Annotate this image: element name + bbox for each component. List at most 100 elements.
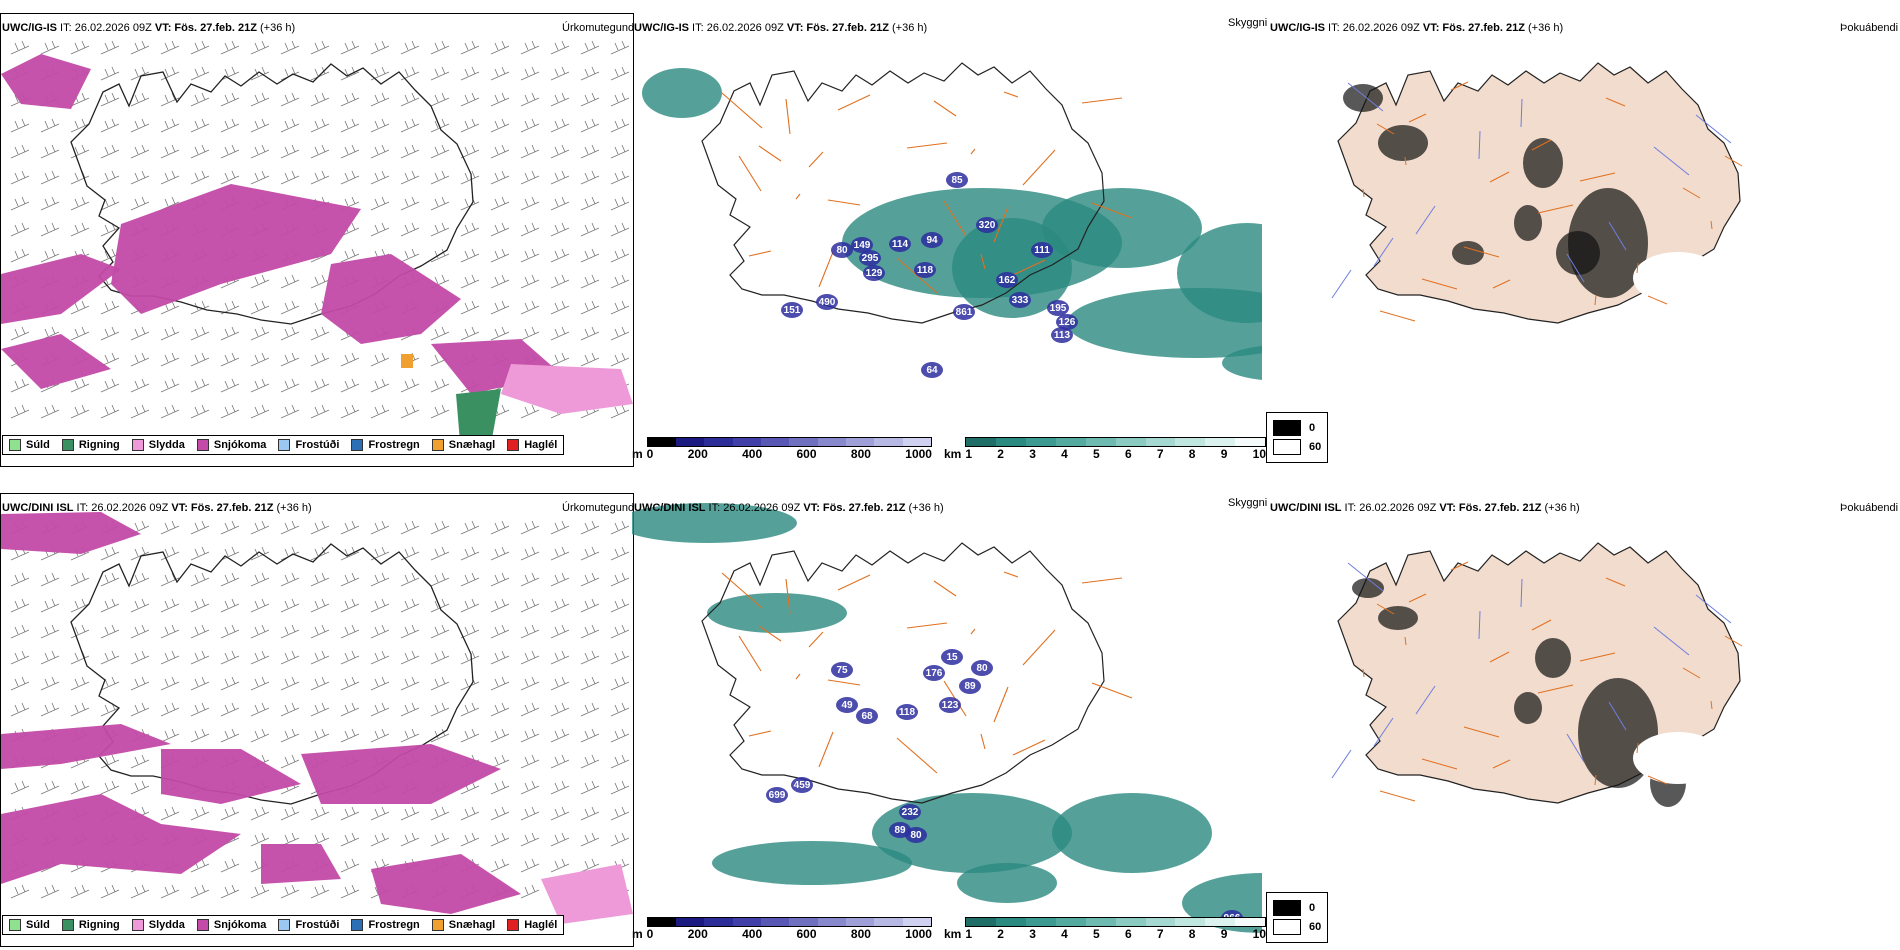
wind-barb [430,598,450,613]
wind-barb [400,650,420,665]
wind-barb [100,754,120,769]
scale-tick: 1000 [905,447,932,461]
road-line [738,635,762,672]
wind-barb [40,676,60,691]
wind-barb [490,832,510,847]
wind-barb [220,40,240,55]
fog-swatch [1273,919,1301,935]
scale-tick: 200 [687,447,708,461]
cloud-base-scale-row2: m 0 200 400 600 800 1000 [632,917,932,941]
legend-swatch [196,919,209,931]
scale-swatch [732,918,761,926]
scale-tick: 800 [850,447,871,461]
cloud-base-area [1056,314,1078,330]
wind-barb [40,702,60,717]
legend-label: Snjókoma [213,439,267,451]
scale-tick: 9 [1220,447,1228,461]
cloud-base-area [971,660,993,676]
river-line [1653,626,1690,656]
wind-barb [340,144,360,159]
wind-barb [400,598,420,613]
scale-swatch [966,918,997,926]
wind-barb [250,352,270,367]
wind-barb [550,676,570,691]
wind-barb [460,624,480,639]
scale-swatch [760,918,790,926]
wind-barb [280,624,300,639]
wind-barb [430,170,450,185]
snow-area [1,54,91,109]
precip-legend-row1: Súld Rigning Slydda Snjókoma Frostúði Frostre… [2,435,565,455]
wind-barb [460,598,480,613]
road-line [1081,577,1123,584]
wind-barb [400,728,420,743]
cloud-base-area [996,272,1018,288]
wind-barb [430,806,450,821]
fog-area [1343,84,1383,112]
wind-barb [370,676,390,691]
wind-barb [10,884,30,899]
wind-barb [340,728,360,743]
cloud-base-area [816,294,838,310]
sleet-area [541,864,633,924]
precip-legend-item: Snæhagl [431,919,495,931]
wind-barb [280,598,300,613]
wind-barb [190,728,210,743]
wind-barb [430,378,450,393]
scale-swatch [817,918,846,926]
wind-barb [430,196,450,211]
wind-barb [550,702,570,717]
panel-title: UWC/IG-IS IT: 26.02.2026 09Z VT: Fös. 27… [2,22,296,34]
river-line [1478,610,1481,640]
wind-barb [280,520,300,535]
wind-barb [340,248,360,263]
wind-barb [460,92,480,107]
wind-barb [400,702,420,717]
wind-barb [220,884,240,899]
scale-swatch [704,918,733,926]
wind-barb [100,118,120,133]
scale-tick: 1000 [905,927,932,941]
wind-barb [40,170,60,185]
wind-barb [490,326,510,341]
scale-swatch [1205,918,1236,926]
wind-barb [40,248,60,263]
wind-barb [280,274,300,289]
precip-panel-row2 [0,493,634,947]
precip-legend-item: Haglél [507,439,557,451]
wind-barb [160,404,180,419]
wind-barb [520,676,540,691]
wind-barb [580,118,600,133]
wind-barb [250,884,270,899]
cloud-base-area [976,217,998,233]
wind-barb [550,806,570,821]
wind-barb [190,702,210,717]
wind-barb [520,650,540,665]
wind-barb [250,598,270,613]
low-visibility-area [872,793,1072,873]
cloud-base-area [851,237,873,253]
fog-area [1378,606,1418,630]
river-line [1608,221,1627,251]
scale-swatch [760,438,790,446]
wind-barb [550,144,570,159]
wind-barb [460,572,480,587]
wind-barb [460,144,480,159]
river-line [1331,269,1352,299]
wind-barb [340,378,360,393]
precip-legend-item: Snæhagl [431,439,495,451]
wind-barb [490,118,510,133]
wind-barb [370,624,390,639]
road-line [1594,774,1597,786]
wind-barb [550,572,570,587]
road-line [1450,81,1469,91]
wind-barb [160,806,180,821]
visibility-scale-row2: km 1 2 3 4 5 6 7 8 9 10 [944,917,1266,941]
wind-barb [40,598,60,613]
road-line [1463,726,1500,738]
road-line [1531,139,1552,151]
river-line [1415,685,1436,715]
wind-barb [100,326,120,341]
wind-barb [220,598,240,613]
road-line [1605,577,1626,587]
